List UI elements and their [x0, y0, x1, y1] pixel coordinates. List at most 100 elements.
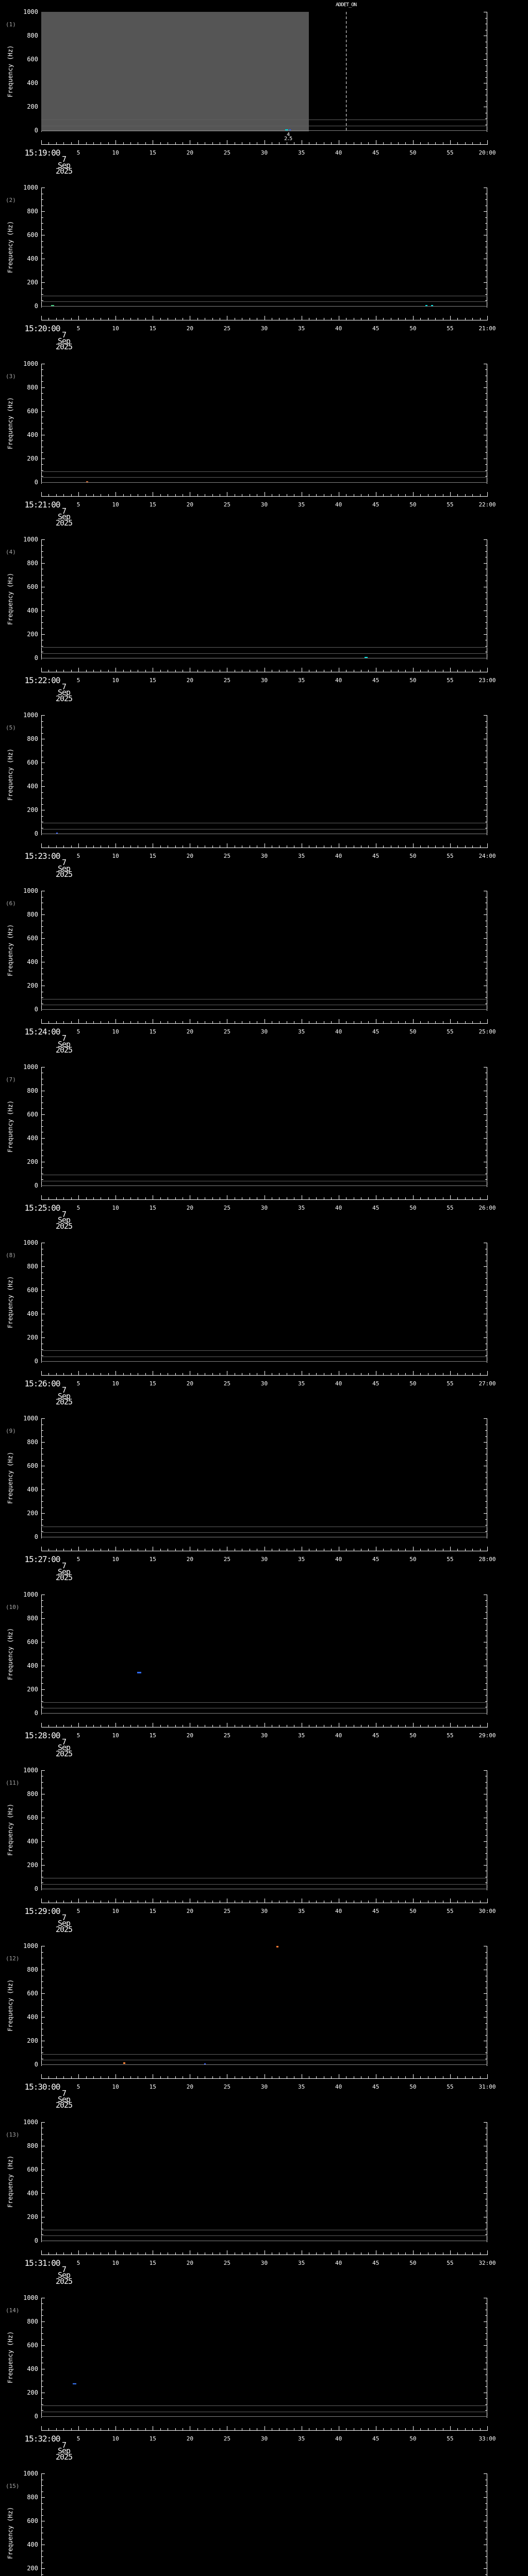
x-tick	[465, 142, 466, 144]
y-tick	[484, 786, 487, 787]
x-tick	[108, 1197, 109, 1199]
x-tick	[108, 1724, 109, 1727]
x-tick-label: 5	[76, 2259, 80, 2266]
x-tick-label: 30	[260, 1556, 268, 1563]
x-tick	[420, 1549, 421, 1551]
x-tick	[41, 1722, 42, 1727]
x-tick-label: 55	[447, 1380, 454, 1387]
y-tick	[484, 539, 487, 540]
x-tick-label: 45	[372, 2259, 380, 2266]
x-tick	[56, 318, 57, 320]
x-tick	[316, 2076, 317, 2079]
x-tick	[175, 1900, 176, 1903]
detection-annotation: 4 2.5	[278, 132, 299, 142]
x-tick-label: 25	[223, 2259, 231, 2266]
y-tick	[42, 1677, 43, 1678]
y-tick	[42, 914, 45, 916]
y-tick-label: 0	[34, 1533, 38, 1541]
x-tick	[56, 1549, 57, 1551]
x-tick	[123, 1373, 124, 1376]
x-tick-label: 55	[447, 853, 454, 860]
date-label: 7 Sep 2025	[49, 331, 79, 350]
y-tick	[42, 1689, 45, 1690]
y-tick	[484, 715, 487, 716]
x-tick	[420, 318, 421, 320]
x-tick	[465, 2428, 466, 2430]
y-tick	[42, 1695, 43, 1696]
y-tick-label: 1000	[23, 1239, 38, 1247]
x-tick	[457, 494, 458, 496]
y-tick-label: 600	[27, 583, 38, 590]
y-tick-label: 600	[27, 935, 38, 942]
plot-area	[41, 364, 487, 483]
x-tick	[145, 669, 146, 672]
x-tick	[368, 1373, 369, 1376]
x-start-label: 15:23:00	[24, 851, 60, 861]
x-tick	[56, 1197, 57, 1199]
x-tick	[63, 2076, 64, 2079]
y-tick-label: 200	[27, 1158, 38, 1165]
plot-area	[41, 715, 487, 835]
y-tick	[485, 2327, 487, 2328]
x-tick	[383, 2252, 384, 2255]
x-tick-label: 25	[223, 676, 231, 684]
spectrogram-panel: (10) Frequency (Hz) 0 200 400 600 800 1000 15:28…	[0, 1583, 528, 1758]
x-tick	[145, 1549, 146, 1551]
x-tick	[383, 142, 384, 144]
x-axis-line	[41, 1375, 488, 1376]
plot-area	[41, 2122, 487, 2242]
x-tick	[108, 1373, 109, 1376]
x-tick	[197, 845, 198, 848]
plot-area	[41, 1067, 487, 1187]
panel-index-label: (7)	[6, 1076, 16, 1083]
y-tick	[485, 1853, 487, 1854]
x-tick	[405, 669, 406, 672]
x-tick	[160, 2252, 161, 2255]
x-tick	[368, 2428, 369, 2430]
y-tick	[485, 721, 487, 722]
y-tick	[42, 1296, 43, 1297]
y-tick-label: 400	[27, 2365, 38, 2372]
x-tick-label: 10	[112, 1556, 119, 1563]
y-tick	[42, 2193, 45, 2194]
x-tick	[331, 1197, 332, 1199]
y-tick-label: 200	[27, 2037, 38, 2045]
date-label-line: 7	[61, 2440, 67, 2450]
event-marker	[425, 305, 427, 307]
event-marker	[86, 481, 89, 482]
x-tick	[41, 1898, 42, 1903]
y-tick	[42, 1841, 45, 1842]
y-tick-label: 1000	[23, 711, 38, 719]
x-tick-label: 5	[76, 501, 80, 508]
y-tick	[485, 2386, 487, 2387]
y-tick-label: 600	[27, 56, 38, 63]
panel-index-label: (2)	[6, 197, 16, 204]
y-tick	[42, 369, 43, 370]
y-tick-label: 400	[27, 255, 38, 263]
date-label-line: Sep	[57, 1919, 71, 1928]
y-tick-label: 800	[27, 559, 38, 567]
y-tick	[485, 2315, 487, 2316]
x-tick	[197, 1197, 198, 1199]
x-tick-label: 50	[409, 501, 417, 508]
y-tick	[485, 217, 487, 218]
x-tick	[435, 1373, 436, 1376]
spectrogram-panel: (13) Frequency (Hz) 0 200 400 600 800 1000 15:31…	[0, 2110, 528, 2286]
x-tick	[420, 2252, 421, 2255]
x-tick	[383, 494, 384, 496]
y-tick	[42, 539, 45, 540]
x-tick	[398, 669, 399, 672]
x-tick	[412, 667, 414, 672]
x-start-label: 15:22:00	[24, 675, 60, 685]
x-tick	[383, 1724, 384, 1727]
x-tick	[93, 2428, 94, 2430]
x-tick-label: 40	[335, 2435, 342, 2442]
x-end-label: 23:00	[478, 676, 496, 684]
zero-line	[41, 306, 487, 307]
x-tick	[331, 1724, 332, 1727]
x-tick	[123, 2076, 124, 2079]
x-tick	[412, 1195, 414, 1199]
x-end-label: 26:00	[478, 1204, 496, 1211]
x-tick	[130, 1197, 131, 1199]
x-tick	[331, 845, 332, 848]
